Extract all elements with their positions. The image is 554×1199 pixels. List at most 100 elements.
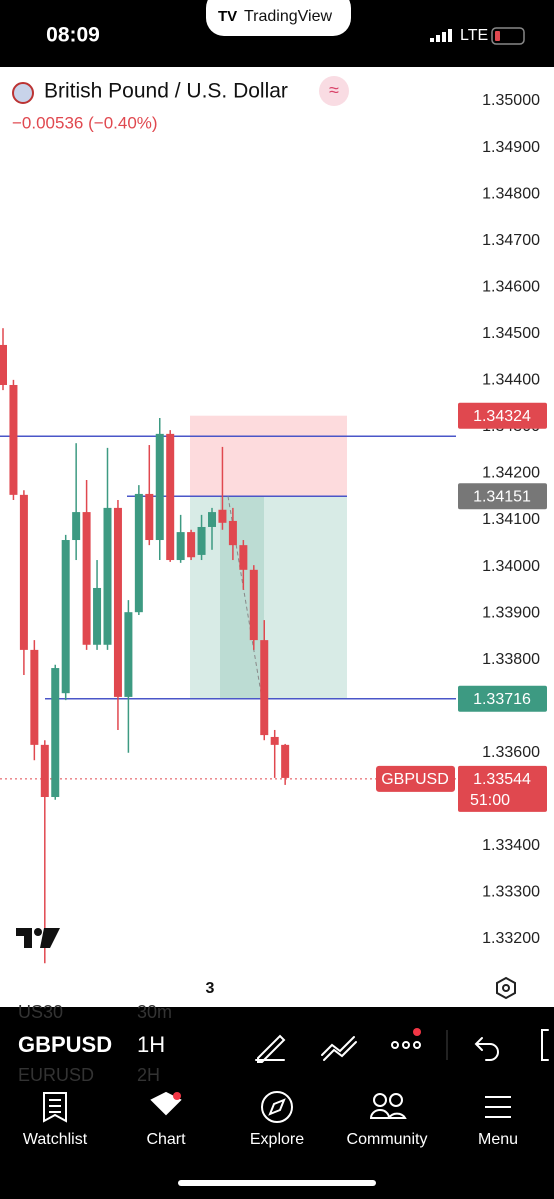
candle-body (281, 744, 290, 778)
menu-icon (485, 1096, 511, 1118)
target-label: 1.33716 (473, 691, 531, 708)
nav-explore[interactable]: Explore (250, 1131, 304, 1148)
battery-level (495, 31, 500, 41)
notify-dot (413, 1028, 421, 1036)
explore-needle (268, 1098, 286, 1116)
y-tick-label: 1.33800 (482, 651, 540, 668)
last-price-label: 1.33544 (473, 771, 531, 788)
badge (319, 76, 349, 106)
community-icon (373, 1093, 387, 1107)
chart-dot (173, 1092, 181, 1100)
y-tick-label: 1.33600 (482, 744, 540, 761)
interval-prev: 30m (137, 1002, 172, 1022)
candle-body (51, 668, 60, 798)
battery (491, 27, 525, 45)
stop-label-bg (458, 402, 547, 429)
symbol[interactable]: GBPUSD (18, 1032, 112, 1057)
candle-body (124, 612, 133, 697)
pill-logo: TV (218, 8, 237, 25)
interval-next: 2H (137, 1065, 160, 1085)
target-label-bg (458, 685, 547, 712)
footer-label: 3 (206, 980, 215, 997)
entry-label: 1.34151 (473, 488, 531, 505)
candle-body (19, 494, 28, 650)
y-tick-label: 1.33300 (482, 884, 540, 901)
y-tick-label: 1.34500 (482, 325, 540, 342)
community-icon-2 (389, 1093, 403, 1107)
y-tick-label: 1.34800 (482, 185, 540, 202)
symbol-prev: US30 (18, 1002, 63, 1022)
candle-body (197, 526, 206, 555)
y-tick-label: 1.34000 (482, 558, 540, 575)
symbol-next: EURUSD (18, 1065, 94, 1085)
candle-body (103, 507, 112, 645)
candle-body (239, 545, 248, 570)
candle-body (249, 569, 258, 641)
interval[interactable]: 1H (137, 1032, 165, 1057)
y-tick-label: 1.34700 (482, 232, 540, 249)
chart-area (0, 67, 554, 1007)
stop-zone (190, 415, 347, 497)
app-pill (206, 0, 351, 36)
candle-body (176, 532, 185, 561)
candle-body (218, 509, 227, 523)
trade-path (227, 496, 263, 699)
more-tools[interactable] (391, 1041, 421, 1049)
candle-body (72, 512, 81, 541)
watchlist-icon (43, 1092, 67, 1123)
countdown: 51:00 (470, 792, 510, 809)
settings-icon[interactable] (496, 976, 516, 1000)
tv-logo (16, 928, 60, 948)
lines-tool[interactable] (321, 1036, 357, 1061)
candle-body (166, 433, 175, 561)
candle-body (30, 649, 39, 745)
y-tick-label: 1.33900 (482, 604, 540, 621)
app-name: TradingView (244, 8, 332, 25)
signal-icon (430, 29, 452, 42)
clock: 08:09 (46, 24, 100, 47)
y-tick-label: 1.33200 (482, 930, 540, 947)
candle-body (61, 540, 70, 694)
y-tick-label: 1.34400 (482, 372, 540, 389)
stop-label: 1.34324 (473, 408, 531, 425)
nav-community[interactable]: Community (347, 1131, 428, 1148)
entry-label-bg (458, 483, 547, 510)
candle-body (228, 520, 237, 546)
nav-menu[interactable]: Menu (478, 1131, 518, 1148)
last-price-bg (458, 765, 547, 812)
candle-body (260, 640, 269, 736)
price-change: −0.00536 (−0.40%) (12, 113, 158, 132)
settings-dot (502, 984, 510, 992)
nav-watchlist[interactable]: Watchlist (23, 1131, 88, 1148)
plot: 1.35000 1.34900 1.34800 1.34700 1.34600 1.345… (0, 92, 547, 964)
candle-body (187, 532, 196, 558)
nav-chart[interactable]: Chart (146, 1131, 186, 1148)
y-tick-label: 1.34100 (482, 511, 540, 528)
chart-icon (150, 1091, 182, 1116)
candle-body (145, 493, 154, 541)
more-edge[interactable] (541, 1029, 549, 1061)
symbol-tag: GBPUSD (381, 771, 449, 788)
brush-tool[interactable] (255, 1034, 286, 1063)
candle-body (93, 587, 102, 645)
target-zone (190, 496, 347, 699)
candle-body (270, 736, 279, 745)
symbol-title: British Pound / U.S. Dollar (44, 80, 288, 103)
y-tick-label: 1.34600 (482, 278, 540, 295)
home-indicator (178, 1180, 376, 1186)
candle-body (155, 433, 164, 541)
explore-icon (261, 1091, 293, 1123)
y-tick-label: 1.35000 (482, 92, 540, 109)
undo[interactable] (474, 1037, 499, 1061)
candle-body (134, 493, 143, 613)
candle-body (0, 344, 7, 385)
candle-body (9, 384, 18, 495)
candle-body (208, 512, 216, 527)
candle-body (82, 512, 91, 645)
community-bodies (369, 1109, 407, 1119)
y-tick-label: 1.34200 (482, 465, 540, 482)
symbol-tag-bg (376, 765, 455, 792)
network: LTE (460, 27, 488, 44)
